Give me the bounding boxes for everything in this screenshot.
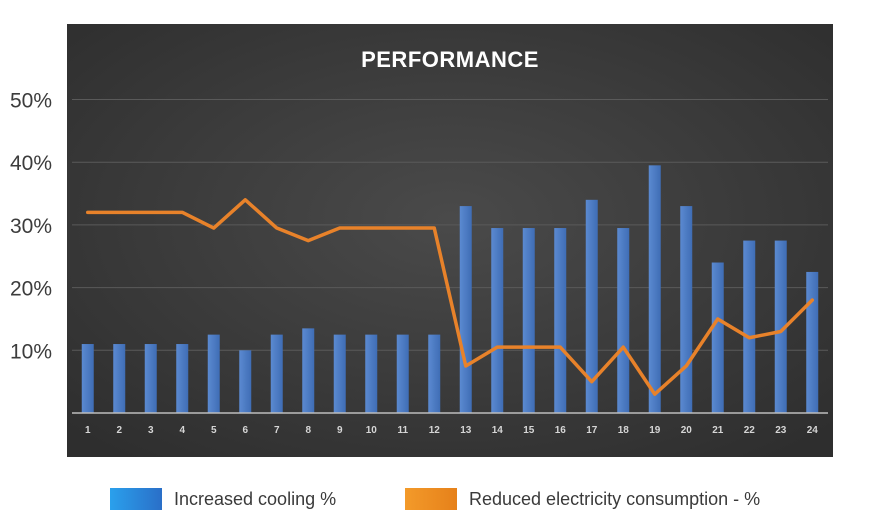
x-tick-label: 9 <box>337 425 343 436</box>
x-tick-label: 10 <box>366 425 378 436</box>
legend-swatch-cooling <box>110 488 162 510</box>
y-tick-label: 20% <box>10 278 52 301</box>
bar-cooling-6 <box>239 350 252 413</box>
y-tick-label: 40% <box>10 152 52 175</box>
bar-cooling-1 <box>81 344 94 413</box>
y-tick-label: 50% <box>10 90 52 113</box>
x-tick-label: 8 <box>305 425 311 436</box>
bar-cooling-17 <box>585 199 598 413</box>
x-tick-label: 24 <box>807 425 819 436</box>
y-tick-label: 30% <box>10 215 52 238</box>
x-tick-label: 3 <box>148 425 154 436</box>
x-tick-label: 15 <box>523 425 535 436</box>
x-tick-label: 17 <box>586 425 598 436</box>
x-tick-label: 13 <box>460 425 472 436</box>
bar-series-increased-cooling <box>81 165 819 413</box>
bar-cooling-20 <box>680 206 693 413</box>
x-tick-label: 23 <box>775 425 787 436</box>
bar-cooling-4 <box>176 344 189 413</box>
bar-cooling-10 <box>365 334 378 413</box>
bar-cooling-7 <box>270 334 283 413</box>
x-tick-label: 22 <box>744 425 756 436</box>
x-tick-label: 1 <box>85 425 91 436</box>
bar-cooling-22 <box>743 240 756 413</box>
y-tick-label: 10% <box>10 340 52 363</box>
bar-cooling-8 <box>302 328 315 413</box>
bar-cooling-5 <box>207 334 220 413</box>
x-tick-label: 20 <box>681 425 693 436</box>
legend-item-electricity: Reduced electricity consumption - % <box>405 487 760 511</box>
bar-cooling-11 <box>396 334 409 413</box>
bar-cooling-16 <box>554 228 567 413</box>
x-tick-label: 16 <box>555 425 567 436</box>
x-axis-tick-labels: 1 2 3 4 5 6 7 8 9 10 11 12 13 14 15 16 17 18 19 20 21 22 23 24 <box>85 425 818 436</box>
x-tick-label: 18 <box>618 425 630 436</box>
line-series-reduced-electricity <box>86 198 814 396</box>
chart-title: PERFORMANCE <box>361 47 539 72</box>
x-tick-label: 5 <box>211 425 217 436</box>
line-electricity-path <box>86 198 814 396</box>
bar-cooling-23 <box>774 240 787 413</box>
x-tick-label: 21 <box>712 425 724 436</box>
bar-cooling-21 <box>711 262 724 413</box>
bar-cooling-18 <box>617 228 630 413</box>
x-tick-label: 11 <box>397 425 408 436</box>
bar-cooling-15 <box>522 228 535 413</box>
x-tick-label: 7 <box>274 425 280 436</box>
bar-cooling-12 <box>428 334 441 413</box>
x-tick-label: 19 <box>649 425 661 436</box>
legend-item-cooling: Increased cooling % <box>110 487 336 511</box>
bar-cooling-2 <box>113 344 126 413</box>
bar-cooling-13 <box>459 206 472 413</box>
x-tick-label: 4 <box>179 425 185 436</box>
plot-background <box>67 24 833 457</box>
legend-label-electricity: Reduced electricity consumption - % <box>469 488 761 509</box>
bar-cooling-3 <box>144 344 157 413</box>
bar-cooling-14 <box>491 228 504 413</box>
bar-cooling-19 <box>648 165 661 413</box>
bar-cooling-24 <box>806 271 819 413</box>
gridlines <box>72 99 828 351</box>
x-tick-label: 12 <box>429 425 441 436</box>
bar-cooling-9 <box>333 334 346 413</box>
x-tick-label: 6 <box>242 425 248 436</box>
x-tick-label: 2 <box>116 425 122 436</box>
legend-swatch-electricity <box>405 488 457 510</box>
y-axis-tick-labels: 10% 20% 30% 40% 50% <box>10 90 52 364</box>
legend-label-cooling: Increased cooling % <box>174 488 337 509</box>
x-tick-label: 14 <box>492 425 504 436</box>
